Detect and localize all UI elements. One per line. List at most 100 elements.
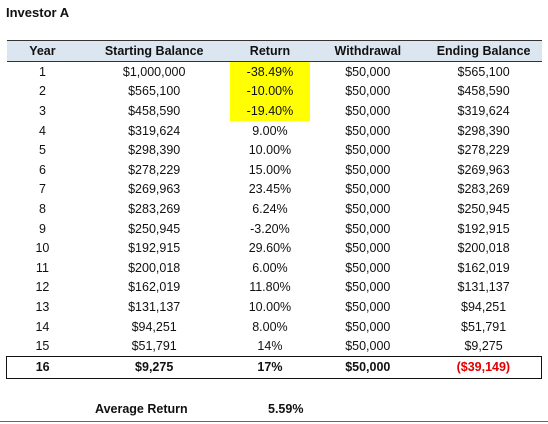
return-cell[interactable]: 10.00% (248, 299, 292, 314)
starting-balance-cell[interactable]: $162,019 (128, 280, 181, 295)
withdrawal-cell[interactable]: $50,000 (345, 123, 391, 138)
year-cell[interactable]: 6 (38, 162, 46, 177)
total-return-cell[interactable]: 17% (230, 355, 310, 379)
ending-balance-cell[interactable]: $192,915 (457, 221, 510, 236)
table-row: 10 $192,915 29.60% $50,000 $200,018 (7, 238, 542, 258)
return-cell[interactable]: 9.00% (252, 123, 288, 138)
ending-balance-cell[interactable]: $458,590 (457, 84, 510, 99)
starting-balance-cell[interactable]: $269,963 (128, 182, 181, 197)
ending-balance-cell[interactable]: $162,019 (457, 260, 510, 275)
ending-balance-cell[interactable]: $94,251 (461, 299, 507, 314)
total-withdrawal-cell[interactable]: $50,000 (309, 355, 426, 379)
starting-balance-cell[interactable]: $458,590 (128, 103, 181, 118)
ending-balance-cell[interactable]: $9,275 (464, 339, 503, 354)
starting-balance-cell[interactable]: $94,251 (131, 319, 177, 334)
header-withdrawal[interactable]: Withdrawal (309, 40, 426, 62)
return-cell[interactable]: -19.40% (230, 101, 310, 121)
starting-balance-cell[interactable]: $1,000,000 (122, 64, 186, 79)
starting-balance-cell[interactable]: $319,624 (128, 123, 181, 138)
starting-balance-cell[interactable]: $200,018 (128, 260, 181, 275)
starting-balance-cell[interactable]: $51,791 (131, 339, 177, 354)
withdrawal-cell[interactable]: $50,000 (345, 280, 391, 295)
ending-balance-cell[interactable]: $319,624 (457, 103, 510, 118)
table-row: 5 $298,390 10.00% $50,000 $278,229 (7, 140, 542, 160)
return-cell[interactable]: 23.45% (248, 182, 292, 197)
header-row: Year Starting Balance Return Withdrawal … (6, 40, 542, 62)
ending-balance-cell[interactable]: $131,137 (457, 280, 510, 295)
ending-balance-cell[interactable]: $298,390 (457, 123, 510, 138)
withdrawal-cell[interactable]: $50,000 (345, 103, 391, 118)
total-year-cell[interactable]: 16 (6, 355, 79, 379)
year-cell[interactable]: 2 (38, 84, 46, 99)
year-cell[interactable]: 10 (35, 241, 50, 256)
return-cell[interactable]: 14% (257, 339, 283, 354)
withdrawal-cell[interactable]: $50,000 (345, 162, 391, 177)
return-cell[interactable]: 10.00% (248, 143, 292, 158)
ending-balance-cell[interactable]: $269,963 (457, 162, 510, 177)
return-cell[interactable]: -3.20% (250, 221, 290, 236)
year-cell[interactable]: 7 (38, 182, 46, 197)
total-ending-balance-cell[interactable]: ($39,149) (425, 355, 542, 379)
header-return[interactable]: Return (230, 40, 310, 62)
starting-balance-cell[interactable]: $278,229 (128, 162, 181, 177)
table-row: 9 $250,945 -3.20% $50,000 $192,915 (7, 219, 542, 239)
header-year[interactable]: Year (6, 40, 79, 62)
return-cell[interactable]: 6.24% (252, 201, 288, 216)
header-ending-balance[interactable]: Ending Balance (425, 40, 542, 62)
withdrawal-cell[interactable]: $50,000 (345, 221, 391, 236)
table-row: 6 $278,229 15.00% $50,000 $269,963 (7, 160, 542, 180)
ending-balance-cell[interactable]: $51,791 (461, 319, 507, 334)
return-cell[interactable]: 6.00% (252, 260, 288, 275)
starting-balance-cell[interactable]: $298,390 (128, 143, 181, 158)
withdrawal-cell[interactable]: $50,000 (345, 260, 391, 275)
return-cell[interactable]: -38.49% (230, 61, 310, 82)
withdrawal-cell[interactable]: $50,000 (345, 319, 391, 334)
ending-balance-cell[interactable]: $283,269 (457, 182, 510, 197)
ending-balance-cell[interactable]: $250,945 (457, 201, 510, 216)
bottom-border (0, 421, 548, 422)
starting-balance-cell[interactable]: $565,100 (128, 84, 181, 99)
ending-balance-cell[interactable]: $200,018 (457, 241, 510, 256)
withdrawal-cell[interactable]: $50,000 (345, 143, 391, 158)
year-cell[interactable]: 14 (35, 319, 50, 334)
average-return-value[interactable]: 5.59% (268, 402, 304, 416)
year-cell[interactable]: 3 (38, 103, 46, 118)
withdrawal-cell[interactable]: $50,000 (345, 201, 391, 216)
year-cell[interactable]: 9 (38, 221, 46, 236)
withdrawal-cell[interactable]: $50,000 (345, 339, 391, 354)
return-cell[interactable]: 8.00% (252, 319, 288, 334)
ending-balance-cell[interactable]: $278,229 (457, 143, 510, 158)
starting-balance-cell[interactable]: $283,269 (128, 201, 181, 216)
year-cell[interactable]: 12 (35, 280, 50, 295)
withdrawal-cell[interactable]: $50,000 (345, 299, 391, 314)
table-row: 8 $283,269 6.24% $50,000 $250,945 (7, 199, 542, 219)
year-cell[interactable]: 11 (35, 260, 49, 275)
total-starting-balance-cell[interactable]: $9,275 (78, 355, 230, 379)
withdrawal-cell[interactable]: $50,000 (345, 84, 391, 99)
table-row: 1 $1,000,000 -38.49% $50,000 $565,100 (7, 61, 542, 82)
year-cell[interactable]: 13 (35, 299, 50, 314)
starting-balance-cell[interactable]: $250,945 (128, 221, 181, 236)
table-row: 13 $131,137 10.00% $50,000 $94,251 (7, 297, 542, 317)
header-starting-balance[interactable]: Starting Balance (78, 40, 230, 62)
starting-balance-cell[interactable]: $192,915 (128, 241, 181, 256)
average-return-label[interactable]: Average Return (95, 402, 188, 416)
year-cell[interactable]: 4 (38, 123, 46, 138)
table-row: 3 $458,590 -19.40% $50,000 $319,624 (7, 101, 542, 121)
return-cell[interactable]: -10.00% (230, 81, 310, 102)
year-cell[interactable]: 5 (38, 143, 46, 158)
starting-balance-cell[interactable]: $131,137 (128, 299, 181, 314)
balance-table: Year Starting Balance Return Withdrawal … (6, 40, 542, 379)
return-cell[interactable]: 15.00% (248, 162, 292, 177)
return-cell[interactable]: 29.60% (248, 241, 292, 256)
year-cell[interactable]: 1 (38, 64, 46, 79)
table-row: 15 $51,791 14% $50,000 $9,275 (7, 336, 542, 356)
withdrawal-cell[interactable]: $50,000 (345, 182, 391, 197)
return-cell[interactable]: 11.80% (249, 280, 291, 295)
total-row: 16 $9,275 17% $50,000 ($39,149) (6, 355, 542, 379)
year-cell[interactable]: 15 (35, 339, 50, 354)
withdrawal-cell[interactable]: $50,000 (345, 64, 391, 79)
ending-balance-cell[interactable]: $565,100 (457, 64, 510, 79)
withdrawal-cell[interactable]: $50,000 (345, 241, 391, 256)
year-cell[interactable]: 8 (38, 201, 46, 216)
